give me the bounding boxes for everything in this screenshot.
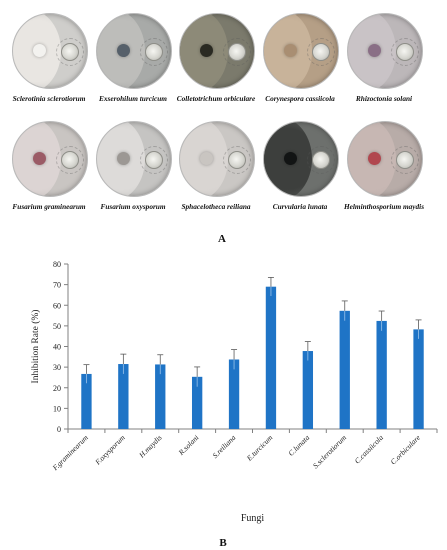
bacterial-plug (396, 151, 414, 169)
y-tick-label: 60 (53, 301, 61, 310)
petri-dish (96, 121, 172, 197)
inhibition-zone (307, 38, 335, 66)
bacterial-plug (312, 151, 330, 169)
bacterial-plug (145, 151, 163, 169)
petri-dish (347, 13, 423, 89)
y-tick-label: 20 (53, 384, 61, 393)
y-tick-label: 0 (57, 425, 61, 434)
panel-b-letter: B (219, 537, 227, 549)
x-tick-label: S.reiliana (211, 433, 238, 460)
inhibition-zone (391, 146, 419, 174)
x-tick-label: E.turcicum (244, 433, 275, 464)
colony-center-spot (33, 44, 46, 57)
bar (413, 329, 424, 429)
bacterial-plug (145, 43, 163, 61)
petri-dish (263, 121, 339, 197)
y-tick-label: 70 (53, 281, 61, 290)
x-tick-label: C.orbiculare (389, 433, 423, 467)
dish-label: Corynespora cassiicola (265, 94, 335, 103)
inhibition-zone (223, 38, 251, 66)
bar (118, 364, 129, 429)
x-axis-title: Fungi (241, 513, 265, 524)
inhibition-zone (56, 146, 84, 174)
inhibition-zone (140, 146, 168, 174)
colony-center-spot (200, 44, 213, 57)
petri-dish (12, 13, 88, 89)
x-tick-label: R.solani (176, 433, 201, 458)
bar (376, 320, 387, 429)
inhibition-zone (391, 38, 419, 66)
y-tick-label: 80 (53, 260, 61, 269)
dish-label: Sphacelotheca reiliana (181, 202, 251, 211)
inhibition-zone (140, 38, 168, 66)
colony-center-spot (117, 44, 130, 57)
x-tick-label: C.lunata (286, 433, 311, 458)
x-tick-label: F.graminearum (50, 433, 90, 473)
dish-label: Curvularia lunata (272, 202, 328, 211)
dish-label: Rhizoctonia solani (355, 94, 413, 103)
dish-label: Exserohilum turcicum (99, 94, 167, 103)
bacterial-plug (228, 43, 246, 61)
bacterial-plug (61, 43, 79, 61)
bacterial-plug (312, 43, 330, 61)
bar (339, 310, 350, 429)
inhibition-zone (223, 146, 251, 174)
colony-center-spot (117, 152, 130, 165)
colony-center-spot (284, 152, 297, 165)
bar (155, 364, 166, 429)
petri-dish (347, 121, 423, 197)
bacterial-plug (396, 43, 414, 61)
bar (191, 376, 203, 429)
inhibition-bar-chart: 0 10 20 30 40 50 60 70 80 F.graminearum F.oxysporu… (30, 260, 438, 549)
dish-label: Fusarium graminearum (12, 202, 86, 211)
bar (81, 373, 92, 429)
bar (228, 359, 240, 429)
colony-center-spot (368, 44, 381, 57)
colony-center-spot (284, 44, 297, 57)
colony-center-spot (200, 152, 213, 165)
petri-dish (12, 121, 88, 197)
bacterial-plug (228, 151, 246, 169)
bacterial-plug (61, 151, 79, 169)
inhibition-zone (307, 146, 335, 174)
petri-dish (96, 13, 172, 89)
y-axis-title: Inhibition Rate (%) (30, 310, 41, 384)
dish-label: Helminthosporium maydis (343, 202, 425, 211)
inhibition-zone (56, 38, 84, 66)
panel-a-letter: A (218, 233, 226, 245)
dish-label: Fusarium oxysporum (100, 202, 166, 211)
colony-center-spot (33, 152, 46, 165)
petri-dish (263, 13, 339, 89)
dish-label: Colletotrichum orbiculare (176, 94, 256, 103)
x-tick-label: H.maydis (136, 433, 163, 460)
y-tick-label: 50 (53, 322, 61, 331)
dish-label: Sclerotinia sclerotiorum (12, 94, 86, 103)
bar (265, 286, 277, 429)
x-tick-label: S.sclerotiorum (311, 433, 349, 471)
y-tick-label: 30 (53, 363, 61, 372)
x-tick-label: C.cassiicola (353, 433, 386, 466)
petri-dish (179, 13, 255, 89)
colony-center-spot (368, 152, 381, 165)
panel-a-dish-grid: Sclerotinia sclerotiorum Exserohilum turc… (0, 0, 447, 245)
y-tick-label: 10 (53, 404, 61, 413)
x-tick-label: F.oxysporum (93, 433, 128, 468)
y-tick-label: 40 (53, 343, 61, 352)
bar (302, 351, 314, 429)
petri-dish (179, 121, 255, 197)
